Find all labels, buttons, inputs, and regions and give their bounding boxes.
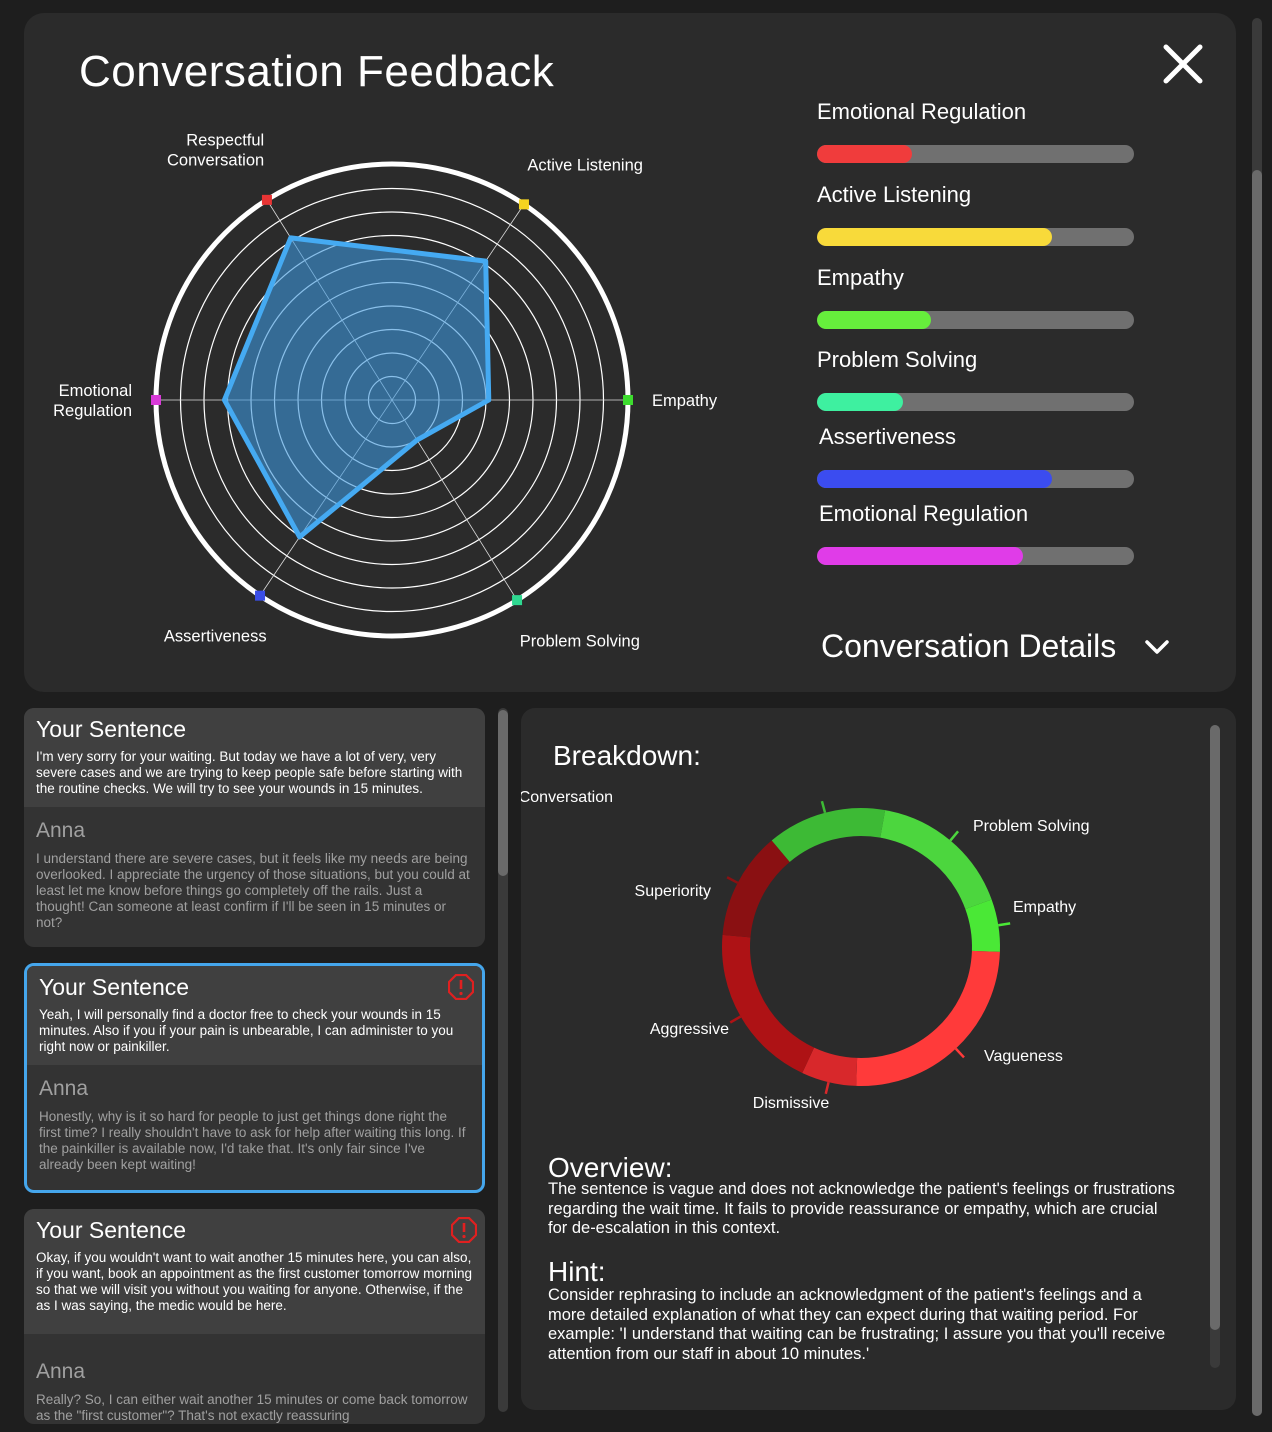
anna-text: I understand there are severe cases, but…: [36, 851, 470, 930]
radar-axis-marker: [151, 395, 161, 405]
skill-bar-label: Emotional Regulation: [819, 501, 1029, 526]
your-sentence-section: Your Sentence Okay, if you wouldn't want…: [24, 1209, 485, 1334]
radar-axis-label: Problem Solving: [520, 632, 640, 650]
hint-title: Hint:: [548, 1256, 606, 1287]
skill-bar-track: [817, 470, 1134, 488]
skill-bar-label: Empathy: [817, 265, 904, 290]
donut-segment: [722, 840, 790, 938]
skill-bar-label: Assertiveness: [819, 424, 956, 449]
your-sentence-text: Yeah, I will personally find a doctor fr…: [39, 1007, 454, 1054]
conversation-details-toggle[interactable]: Conversation Details: [821, 628, 1170, 665]
conversation-scrollbar[interactable]: [498, 708, 508, 1412]
chevron-down-icon: [1145, 639, 1169, 654]
radar-axis-label: Respectful Conversation: [167, 132, 264, 170]
warning-icon[interactable]: [451, 1217, 477, 1243]
breakdown-scrollbar-thumb[interactable]: [1210, 725, 1220, 1330]
conversation-card[interactable]: Your Sentence Yeah, I will personally fi…: [24, 963, 485, 1193]
donut-segment: [802, 1047, 858, 1086]
radar-axis-marker: [512, 595, 523, 606]
radar-axis-marker: [623, 395, 633, 405]
radar-axis-marker: [261, 194, 272, 205]
donut-leader-line: [726, 876, 739, 884]
page-scrollbar[interactable]: [1252, 18, 1262, 1416]
radar-axis-marker: [518, 199, 529, 210]
radar-axis-label: Active Listening: [527, 156, 643, 174]
page-scrollbar-thumb[interactable]: [1252, 170, 1262, 1416]
feedback-panel: Conversation Feedback Empathy Active List…: [24, 13, 1236, 692]
radar-axis-label: Assertiveness: [164, 628, 267, 646]
skill-bar-label: Problem Solving: [817, 347, 978, 372]
donut-segment-label: Vagueness: [984, 1048, 1063, 1065]
donut-leader-line: [729, 1015, 742, 1024]
overview-text: The sentence is vague and does not ackno…: [548, 1180, 1175, 1237]
conversation-card[interactable]: Your Sentence Okay, if you wouldn't want…: [24, 1209, 485, 1424]
skill-bar-fill: [817, 393, 903, 411]
breakdown-scrollbar[interactable]: [1210, 725, 1220, 1368]
donut-segment-label: Dismissive: [753, 1095, 830, 1112]
your-sentence-title: Your Sentence: [39, 974, 190, 1000]
radar-axis-marker: [255, 590, 266, 601]
close-icon[interactable]: [1162, 43, 1204, 85]
your-sentence-title: Your Sentence: [36, 1217, 187, 1243]
radar-data-polygon: [221, 235, 492, 540]
donut-segment: [722, 934, 815, 1073]
radar-axis-label: Emotional Regulation: [53, 382, 132, 420]
skill-bar-fill: [817, 547, 1024, 565]
anna-text: Really? So, I can either wait another 15…: [36, 1392, 468, 1423]
your-sentence-title: Your Sentence: [36, 716, 187, 742]
donut-leader-line: [824, 1081, 830, 1095]
radar-chart: Empathy Active Listening Respectful Convers…: [53, 132, 718, 651]
your-sentence-text: I'm very sorry for your waiting. But tod…: [36, 749, 463, 796]
skill-bar-fill: [817, 311, 932, 329]
donut-leader-line: [954, 1047, 965, 1059]
hint-text: Consider rephrasing to include an acknow…: [548, 1286, 1166, 1363]
donut-leader-line: [998, 922, 1011, 927]
conversation-scrollbar-thumb[interactable]: [498, 710, 508, 876]
donut-segment-label: Superiority: [635, 883, 711, 900]
donut-segment: [879, 810, 992, 910]
anna-text: Honestly, why is it so hard for people t…: [39, 1109, 466, 1172]
breakdown-donut-chart: Emotional Conversation Problem Solving Emp…: [521, 789, 1090, 1112]
skill-bar-label: Active Listening: [817, 182, 972, 207]
radar-axis-label: Empathy: [652, 392, 718, 410]
donut-segment: [965, 899, 1000, 952]
donut-segment: [856, 950, 1000, 1086]
skill-bar-fill: [817, 470, 1052, 488]
skill-bar-track: [817, 145, 1134, 163]
donut-segment-label: Empathy: [1013, 899, 1076, 916]
anna-response-section: Anna Really? So, I can either wait anoth…: [24, 1334, 485, 1424]
your-sentence-section: Your Sentence I'm very sorry for your wa…: [24, 708, 485, 807]
skill-bar-track: [817, 228, 1134, 246]
anna-response-section: Anna Honestly, why is it so hard for peo…: [27, 1065, 482, 1181]
skill-bar-track: [817, 393, 1134, 411]
anna-title: Anna: [36, 1360, 86, 1383]
skill-bar-fill: [817, 228, 1052, 246]
conversation-details-label: Conversation Details: [821, 628, 1117, 664]
page-title: Conversation Feedback: [79, 47, 555, 96]
anna-title: Anna: [36, 819, 86, 842]
your-sentence-text: Okay, if you wouldn't want to wait anoth…: [36, 1250, 472, 1313]
skill-bar-track: [817, 311, 1134, 329]
donut-segment-label: Problem Solving: [973, 818, 1090, 835]
anna-title: Anna: [39, 1077, 89, 1100]
skill-bar-track: [817, 547, 1134, 565]
donut-segment: [771, 808, 886, 863]
warning-icon[interactable]: [448, 974, 474, 1000]
donut-segment-label: Aggressive: [650, 1021, 729, 1038]
overview-title: Overview:: [548, 1152, 673, 1183]
anna-response-section: Anna I understand there are severe cases…: [24, 807, 485, 939]
donut-leader-line: [820, 800, 827, 814]
breakdown-title: Breakdown:: [553, 740, 701, 771]
skill-bar-fill: [817, 145, 913, 163]
breakdown-panel: Breakdown: Emotional Conversation Problem…: [521, 708, 1236, 1410]
donut-leader-line: [949, 830, 960, 842]
skill-bar-label: Emotional Regulation: [817, 99, 1027, 124]
conversation-card[interactable]: Your Sentence I'm very sorry for your wa…: [24, 708, 485, 947]
donut-segment-label: Emotional Conversation: [521, 789, 613, 806]
your-sentence-section: Your Sentence Yeah, I will personally fi…: [27, 966, 482, 1065]
